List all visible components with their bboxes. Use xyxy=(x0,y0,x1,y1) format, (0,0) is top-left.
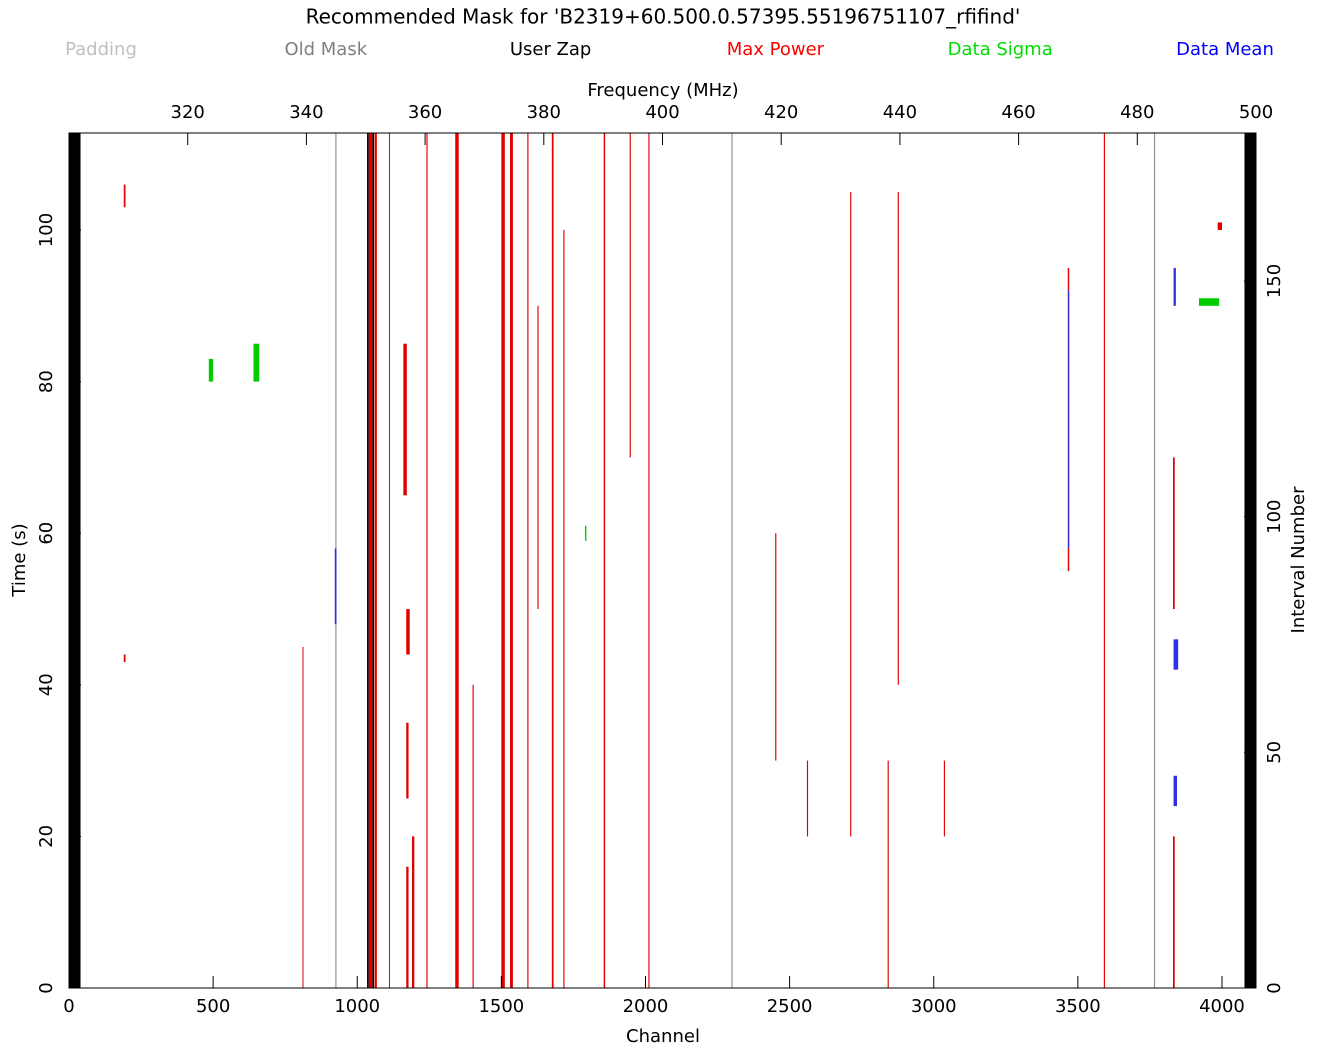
mask-region xyxy=(253,343,260,382)
x2-tick-label: 380 xyxy=(527,102,561,123)
mask-region xyxy=(806,760,809,837)
y-tick-label: 80 xyxy=(36,370,57,393)
y2-tick-label: 0 xyxy=(1264,982,1285,993)
mask-region xyxy=(1173,775,1178,807)
x-tick-label: 500 xyxy=(196,996,230,1017)
mask-region xyxy=(302,646,304,988)
y-label: Time (s) xyxy=(9,523,30,597)
x2-tick-label: 400 xyxy=(645,102,679,123)
y2-tick-label: 50 xyxy=(1264,741,1285,764)
mask-region xyxy=(455,133,459,988)
mask-region xyxy=(1153,133,1156,988)
mask-region xyxy=(887,760,889,988)
y-tick-label: 40 xyxy=(36,673,57,696)
x-label: Channel xyxy=(626,1026,700,1047)
mask-region xyxy=(403,343,407,496)
x-tick-label: 2500 xyxy=(767,996,813,1017)
mask-region xyxy=(501,133,505,988)
mask-region xyxy=(629,133,631,458)
x2-tick-label: 360 xyxy=(408,102,442,123)
x2-label: Frequency (MHz) xyxy=(587,80,738,101)
mask-region xyxy=(374,133,377,988)
y-tick-label: 20 xyxy=(36,825,57,848)
y-tick-label: 100 xyxy=(36,213,57,247)
mask-region xyxy=(527,133,529,988)
y2-tick-label: 100 xyxy=(1264,499,1285,533)
x-tick-label: 2000 xyxy=(623,996,669,1017)
x2-tick-label: 440 xyxy=(883,102,917,123)
mask-region xyxy=(648,133,650,988)
mask-region xyxy=(563,230,565,989)
mask-region xyxy=(897,192,899,685)
mask-region xyxy=(537,305,539,610)
x2-tick-label: 320 xyxy=(171,102,205,123)
mask-region xyxy=(406,866,409,988)
x-tick-label: 1500 xyxy=(478,996,524,1017)
mask-region xyxy=(69,133,81,988)
x-tick-label: 3500 xyxy=(1055,996,1101,1017)
legend-entry: Padding xyxy=(65,39,137,60)
mask-region xyxy=(510,133,513,988)
mask-region xyxy=(406,722,409,799)
mask-region xyxy=(1198,298,1220,306)
x2-tick-label: 460 xyxy=(1001,102,1035,123)
legend-entry: Max Power xyxy=(727,39,825,60)
y-tick-label: 0 xyxy=(36,982,57,993)
chart-title: Recommended Mask for 'B2319+60.500.0.573… xyxy=(306,5,1021,29)
legend-entry: Data Mean xyxy=(1176,39,1274,60)
mask-region xyxy=(775,533,777,761)
mask-region xyxy=(472,684,474,988)
mask-region xyxy=(367,133,369,988)
x2-tick-label: 480 xyxy=(1120,102,1154,123)
mask-region xyxy=(1217,222,1222,231)
mask-region xyxy=(551,133,554,988)
y-tick-label: 60 xyxy=(36,522,57,545)
mask-region xyxy=(1068,290,1070,549)
mask-region xyxy=(412,836,415,988)
mask-region xyxy=(208,358,214,382)
x2-tick-label: 500 xyxy=(1239,102,1273,123)
mask-region xyxy=(1173,267,1176,306)
mask-region xyxy=(1103,133,1105,988)
x2-tick-label: 420 xyxy=(764,102,798,123)
mask-region xyxy=(426,133,428,988)
mask-region xyxy=(850,192,852,837)
mask-region xyxy=(406,609,410,655)
y2-tick-label: 150 xyxy=(1264,264,1285,298)
x-tick-label: 1000 xyxy=(334,996,380,1017)
x2-tick-label: 340 xyxy=(289,102,323,123)
mask-region xyxy=(372,133,374,988)
mask-region xyxy=(943,760,945,837)
mask-region xyxy=(1173,639,1179,670)
x-tick-label: 4000 xyxy=(1199,996,1245,1017)
x-tick-label: 0 xyxy=(63,996,74,1017)
mask-region xyxy=(731,133,733,988)
mask-region xyxy=(584,525,587,541)
legend-entry: User Zap xyxy=(510,39,592,60)
mask-region xyxy=(1244,133,1256,988)
legend-entry: Old Mask xyxy=(284,39,367,60)
mask-region xyxy=(1172,457,1175,610)
y2-label: Interval Number xyxy=(1288,486,1309,634)
mask-region xyxy=(123,184,126,208)
mask-region xyxy=(368,133,373,988)
mask-region xyxy=(388,133,390,988)
mask-region xyxy=(123,654,126,663)
mask-region xyxy=(1172,836,1175,988)
legend-entry: Data Sigma xyxy=(948,39,1053,60)
x-tick-label: 3000 xyxy=(911,996,957,1017)
plot-frame xyxy=(68,132,1257,989)
mask-region xyxy=(603,133,606,988)
mask-region xyxy=(334,548,337,625)
